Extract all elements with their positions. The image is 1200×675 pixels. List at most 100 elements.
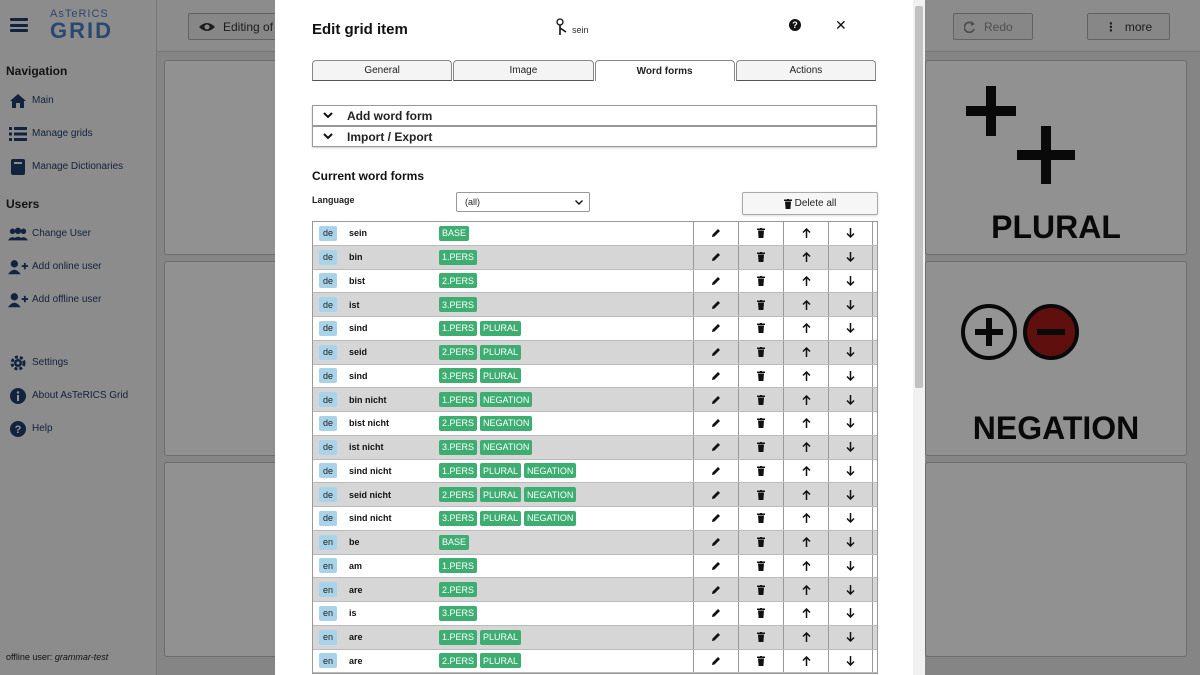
edit-word-form-button[interactable]: [693, 435, 738, 459]
add-word-form-toggle[interactable]: Add word form: [312, 105, 877, 126]
edit-word-form-button[interactable]: [693, 245, 738, 269]
move-up-button[interactable]: [783, 340, 828, 364]
edit-word-form-button[interactable]: [693, 459, 738, 483]
delete-word-form-button[interactable]: [738, 245, 783, 269]
tab-image[interactable]: Image: [453, 60, 594, 81]
move-up-button[interactable]: [783, 269, 828, 293]
edit-word-form-button[interactable]: [693, 625, 738, 649]
move-up-button[interactable]: [783, 483, 828, 506]
scrollbar-thumb[interactable]: [915, 6, 923, 388]
close-icon[interactable]: ✕: [835, 17, 847, 33]
modal-scrollbar[interactable]: [913, 0, 925, 675]
move-down-button[interactable]: [828, 602, 873, 625]
edit-word-form-button[interactable]: [693, 530, 738, 554]
edit-word-form-button[interactable]: [693, 222, 738, 245]
move-up-button[interactable]: [783, 388, 828, 411]
edit-word-form-button[interactable]: [693, 412, 738, 435]
delete-word-form-button[interactable]: [738, 317, 783, 340]
hamburger-menu-icon[interactable]: [10, 18, 28, 32]
delete-word-form-button[interactable]: [738, 625, 783, 649]
move-up-button[interactable]: [783, 625, 828, 649]
edit-word-form-button[interactable]: [693, 483, 738, 506]
move-down-button[interactable]: [828, 364, 873, 388]
move-up-button[interactable]: [783, 435, 828, 459]
move-up-button[interactable]: [783, 459, 828, 483]
edit-word-form-button[interactable]: [693, 293, 738, 316]
delete-word-form-button[interactable]: [738, 293, 783, 316]
move-down-button[interactable]: [828, 459, 873, 483]
move-down-button[interactable]: [828, 554, 873, 578]
move-up-button[interactable]: [783, 602, 828, 625]
grid-cell[interactable]: [925, 462, 1187, 657]
move-down-button[interactable]: [828, 388, 873, 411]
edit-word-form-button[interactable]: [693, 364, 738, 388]
delete-word-form-button[interactable]: [738, 602, 783, 625]
move-up-button[interactable]: [783, 530, 828, 554]
sidebar-item-manage-dictionaries[interactable]: Manage Dictionaries: [0, 150, 156, 183]
move-up-button[interactable]: [783, 649, 828, 673]
move-up-button[interactable]: [783, 364, 828, 388]
edit-word-form-button[interactable]: [693, 602, 738, 625]
delete-word-form-button[interactable]: [738, 507, 783, 530]
sidebar-item-main[interactable]: Main: [0, 84, 156, 117]
move-down-button[interactable]: [828, 340, 873, 364]
edit-word-form-button[interactable]: [693, 388, 738, 411]
redo-button[interactable]: Redo: [953, 13, 1033, 40]
move-down-button[interactable]: [828, 269, 873, 293]
edit-word-form-button[interactable]: [693, 554, 738, 578]
sidebar-item-help[interactable]: ? Help: [0, 412, 156, 445]
sidebar-item-add-online-user[interactable]: Add online user: [0, 250, 156, 283]
sidebar-item-change-user[interactable]: Change User: [0, 217, 156, 250]
delete-word-form-button[interactable]: [738, 222, 783, 245]
grid-cell-negation[interactable]: NEGATION: [925, 261, 1187, 456]
language-select[interactable]: (all): [456, 192, 590, 212]
app-logo[interactable]: AsTeRICS GRID: [50, 8, 113, 42]
delete-word-form-button[interactable]: [738, 483, 783, 506]
move-up-button[interactable]: [783, 507, 828, 530]
delete-word-form-button[interactable]: [738, 649, 783, 673]
move-down-button[interactable]: [828, 245, 873, 269]
move-down-button[interactable]: [828, 578, 873, 601]
grid-cell-plural[interactable]: PLURAL: [925, 60, 1187, 255]
tab-actions[interactable]: Actions: [735, 60, 876, 81]
move-up-button[interactable]: [783, 578, 828, 601]
edit-word-form-button[interactable]: [693, 317, 738, 340]
sidebar-item-about[interactable]: About AsTeRICS Grid: [0, 379, 156, 412]
edit-word-form-button[interactable]: [693, 578, 738, 601]
move-down-button[interactable]: [828, 435, 873, 459]
move-up-button[interactable]: [783, 554, 828, 578]
move-down-button[interactable]: [828, 625, 873, 649]
move-down-button[interactable]: [828, 222, 873, 245]
delete-word-form-button[interactable]: [738, 364, 783, 388]
delete-word-form-button[interactable]: [738, 459, 783, 483]
move-up-button[interactable]: [783, 293, 828, 316]
move-down-button[interactable]: [828, 530, 873, 554]
edit-word-form-button[interactable]: [693, 269, 738, 293]
move-up-button[interactable]: [783, 412, 828, 435]
move-down-button[interactable]: [828, 507, 873, 530]
edit-word-form-button[interactable]: [693, 340, 738, 364]
delete-word-form-button[interactable]: [738, 578, 783, 601]
delete-word-form-button[interactable]: [738, 412, 783, 435]
delete-all-button[interactable]: Delete all: [742, 192, 878, 215]
modal-backdrop[interactable]: [0, 0, 157, 675]
delete-word-form-button[interactable]: [738, 269, 783, 293]
more-button[interactable]: ⋮ more: [1087, 13, 1170, 40]
sidebar-item-add-offline-user[interactable]: Add offline user: [0, 283, 156, 316]
delete-word-form-button[interactable]: [738, 388, 783, 411]
delete-word-form-button[interactable]: [738, 340, 783, 364]
move-down-button[interactable]: [828, 317, 873, 340]
tab-word-forms[interactable]: Word forms: [594, 60, 735, 81]
edit-word-form-button[interactable]: [693, 649, 738, 673]
help-icon[interactable]: ?: [789, 19, 801, 31]
move-up-button[interactable]: [783, 317, 828, 340]
import-export-toggle[interactable]: Import / Export: [312, 126, 877, 147]
move-down-button[interactable]: [828, 483, 873, 506]
tab-general[interactable]: General: [312, 60, 453, 81]
move-down-button[interactable]: [828, 649, 873, 673]
delete-word-form-button[interactable]: [738, 530, 783, 554]
edit-word-form-button[interactable]: [693, 507, 738, 530]
delete-word-form-button[interactable]: [738, 435, 783, 459]
move-up-button[interactable]: [783, 245, 828, 269]
move-down-button[interactable]: [828, 293, 873, 316]
